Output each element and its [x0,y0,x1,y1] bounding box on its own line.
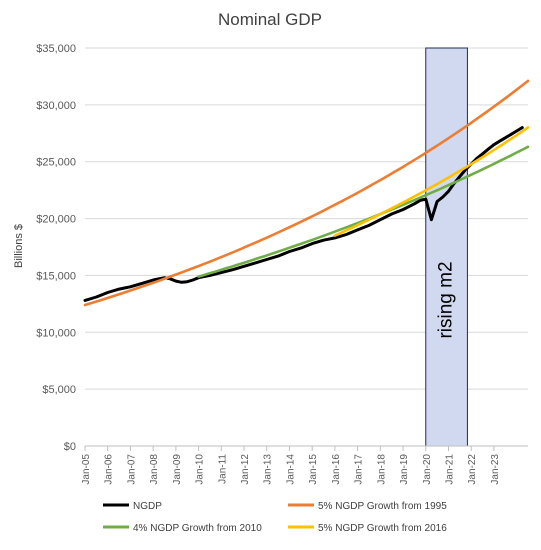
x-tick-label: Jan-10 [195,454,206,485]
legend: NGDP 5% NGDP Growth from 1995 4% NGDP Grow… [103,501,447,534]
x-tick-label: Jan-21 [444,454,455,485]
x-tick-label: Jan-14 [285,454,296,485]
x-tick-label: Jan-12 [240,454,251,485]
annotation-rect [425,47,468,447]
annotation-band: rising m2 [425,47,468,447]
axes: $0 $5,000 $10,000 $15,000 $20,000 $25,000 $30,… [36,43,528,485]
y-tick-label: $25,000 [36,157,76,169]
annotation-label: rising m2 [436,261,457,338]
x-tick-label: Jan-07 [126,454,137,485]
x-tick-label: Jan-08 [149,454,160,485]
y-tick-label: $5,000 [42,384,76,396]
legend-label: 5% NGDP Growth from 2016 [318,523,447,534]
legend-label: 4% NGDP Growth from 2010 [133,523,262,534]
y-tick-label: $15,000 [36,270,76,282]
x-tick-label: Jan-16 [331,454,342,485]
y-axis-label: Billions $ [13,224,25,268]
series-line [83,79,530,307]
legend-label: NGDP [133,501,162,512]
y-tick-label: $20,000 [36,214,76,226]
x-tick-label: Jan-11 [217,454,228,484]
x-tick-label: Jan-17 [354,454,365,485]
y-tick-label: $0 [64,441,76,453]
x-tick-label: Jan-18 [376,454,387,485]
x-tick-label: Jan-15 [308,454,319,485]
x-tick-label: Jan-22 [467,454,478,485]
series-lines [83,79,530,307]
series-line [333,126,530,237]
x-tick-label: Jan-13 [263,454,274,485]
x-tick-label: Jan-05 [81,454,92,485]
legend-label: 5% NGDP Growth from 1995 [318,501,447,512]
x-tick-label: Jan-23 [490,454,501,485]
x-tick-label: Jan-09 [172,454,183,485]
y-tick-label: $35,000 [36,43,76,55]
chart-title: Nominal GDP [218,10,322,29]
gridlines [85,47,528,390]
y-tick-label: $30,000 [36,100,76,112]
x-tick-label: Jan-06 [104,454,115,485]
x-tick-label: Jan-19 [399,454,410,485]
series-line [197,145,530,278]
y-tick-label: $10,000 [36,327,76,339]
x-tick-label: Jan-20 [422,454,433,485]
